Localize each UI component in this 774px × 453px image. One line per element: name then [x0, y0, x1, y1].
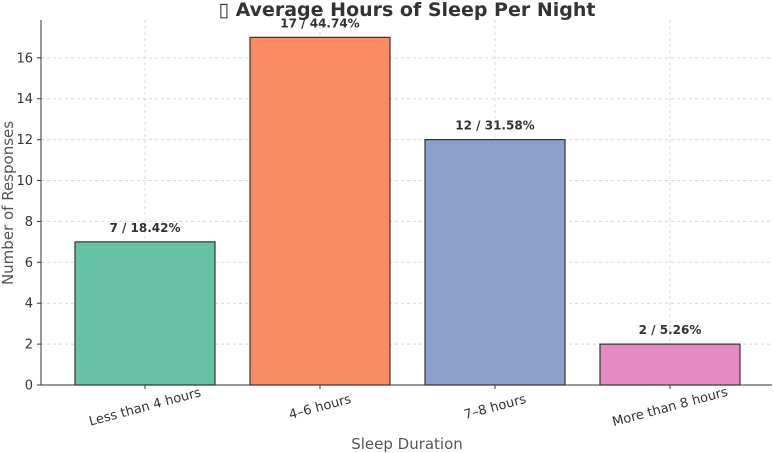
- x-tick-labels: Less than 4 hours 4–6 hours 7–8 hours More …: [87, 385, 729, 430]
- axes: [40, 20, 772, 386]
- bar-1: [74, 241, 216, 386]
- x-tick-label: 7–8 hours: [462, 392, 528, 423]
- y-tick-label: 16: [16, 51, 33, 66]
- bar-4: [599, 343, 741, 386]
- y-tick-label: 12: [16, 133, 33, 148]
- bar-3: [424, 139, 566, 386]
- x-tick-label: Less than 4 hours: [87, 385, 202, 429]
- bar-2: [249, 36, 391, 386]
- data-labels: 7 / 18.42% 17 / 44.74% 12 / 31.58% 2 / 5.26…: [109, 16, 701, 337]
- y-tick-label: 8: [25, 215, 33, 230]
- chart-title: ▯ Average Hours of Sleep Per Night: [219, 0, 596, 21]
- y-tick-labels: 0 2 4 6 8 10 12 14 16: [16, 51, 41, 394]
- y-tick-label: 0: [25, 379, 33, 394]
- bar-value-label: 17 / 44.74%: [280, 16, 359, 30]
- x-tick-label: 4–6 hours: [287, 392, 353, 423]
- bar-value-label: 2 / 5.26%: [639, 323, 702, 337]
- y-tick-label: 4: [25, 297, 33, 312]
- y-tick-label: 10: [16, 174, 33, 189]
- y-tick-label: 14: [16, 92, 33, 107]
- bar-value-label: 7 / 18.42%: [109, 221, 180, 235]
- x-tick-label: More than 8 hours: [611, 385, 730, 430]
- y-tick-label: 2: [25, 338, 33, 353]
- y-axis-title: Number of Responses: [0, 121, 17, 285]
- y-tick-label: 6: [25, 256, 33, 271]
- bar-value-label: 12 / 31.58%: [455, 119, 534, 133]
- x-axis-title: Sleep Duration: [351, 435, 463, 453]
